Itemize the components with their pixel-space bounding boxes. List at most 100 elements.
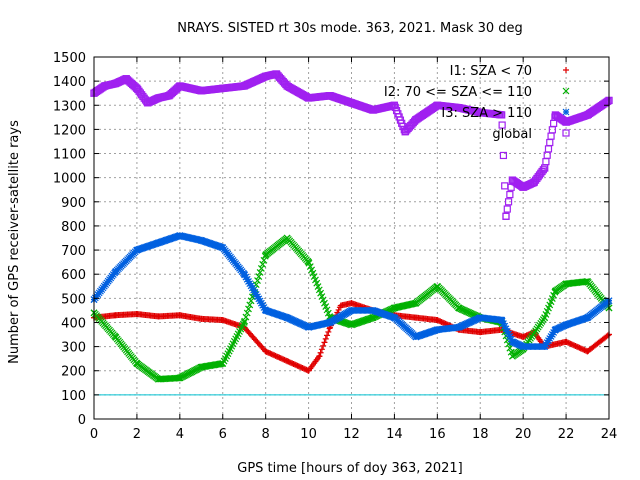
y-tick-label: 1100	[53, 148, 86, 163]
data-point	[133, 311, 140, 318]
series-0-marker	[318, 346, 325, 353]
y-axis-label: Number of GPS receiver-satellite rays	[7, 120, 22, 364]
x-tick-label: 8	[262, 427, 270, 442]
data-point	[176, 374, 184, 382]
data-point	[412, 314, 419, 321]
series-2-marker	[254, 293, 261, 301]
data-point	[502, 212, 510, 220]
series-2-marker	[257, 299, 265, 307]
data-point	[316, 353, 323, 360]
series-layer	[90, 70, 613, 383]
series-2-marker	[252, 291, 260, 298]
x-tick-label: 2	[133, 427, 141, 442]
data-point	[326, 92, 334, 100]
data-point	[476, 314, 484, 322]
series-2-marker	[245, 278, 252, 285]
data-point	[563, 338, 570, 345]
data-point	[541, 164, 549, 172]
x-tick-label: 6	[219, 427, 227, 442]
legend: I1: SZA < 70 I2: 70 <= SZA <= 110 I3: SZA …	[384, 64, 570, 142]
data-point	[390, 304, 398, 312]
data-point	[122, 75, 130, 83]
series-1-marker	[506, 344, 514, 352]
data-point	[154, 239, 162, 247]
data-point	[305, 367, 312, 374]
data-point	[401, 128, 409, 136]
data-point	[262, 72, 270, 80]
x-tick-label: 16	[429, 427, 446, 442]
y-tick-label: 100	[61, 389, 86, 404]
x-tick-label: 18	[472, 427, 489, 442]
data-point	[262, 348, 269, 355]
series-0-marker	[317, 349, 324, 356]
data-point	[508, 176, 517, 184]
data-point	[219, 84, 227, 92]
legend-marker-3	[562, 129, 570, 137]
x-tick-label: 22	[558, 427, 575, 442]
legend-label-1: I2: 70 <= SZA <= 110	[384, 85, 532, 100]
data-point	[155, 313, 162, 320]
data-point	[541, 314, 549, 322]
data-point	[154, 94, 162, 102]
x-axis-label: GPS time [hours of doy 363, 2021]	[237, 461, 462, 476]
data-point	[326, 319, 334, 326]
data-point	[112, 333, 119, 341]
data-point	[176, 232, 184, 240]
data-point	[583, 111, 592, 119]
data-point	[165, 92, 173, 100]
data-point	[240, 319, 248, 326]
data-point	[433, 101, 441, 109]
legend-label-2: I3: SZA > 110	[441, 106, 532, 121]
y-tick-label: 1300	[53, 99, 86, 114]
data-point	[219, 360, 227, 367]
series-3-marker	[506, 190, 514, 199]
legend-marker-2	[562, 108, 570, 116]
data-point	[369, 106, 377, 114]
series-2-marker	[248, 284, 256, 292]
data-point	[519, 343, 527, 351]
data-point	[219, 244, 227, 252]
legend-label-3: global	[492, 127, 532, 142]
data-point	[519, 183, 527, 191]
data-point	[348, 321, 355, 329]
data-point	[455, 304, 463, 312]
series-2-marker	[259, 301, 267, 309]
data-point	[133, 84, 141, 92]
series-3-marker	[544, 145, 553, 153]
series-1-marker	[259, 260, 267, 268]
data-point	[197, 236, 205, 244]
series-1-marker	[260, 256, 268, 264]
data-point	[112, 268, 119, 276]
series-1-marker	[174, 374, 182, 382]
series-0-marker	[604, 332, 611, 339]
y-tick-label: 500	[61, 292, 86, 307]
data-point	[154, 375, 162, 383]
data-point	[101, 82, 109, 90]
data-point	[412, 299, 420, 307]
legend-marker-1	[562, 87, 570, 95]
series-1-marker	[245, 305, 252, 313]
data-point	[144, 99, 152, 107]
series-2-marker	[250, 286, 258, 294]
data-point	[112, 312, 119, 319]
data-point	[551, 111, 559, 119]
series-2-marker	[500, 320, 507, 327]
series-0-marker	[321, 339, 328, 346]
series-3-marker	[504, 198, 513, 206]
x-tick-label: 4	[176, 427, 184, 442]
series-2-marker	[501, 322, 509, 330]
data-point	[133, 246, 141, 254]
data-point	[176, 312, 183, 319]
data-point	[176, 82, 184, 90]
series-1-marker	[246, 301, 254, 309]
series-3	[90, 70, 613, 220]
series-3-marker	[542, 158, 550, 166]
data-point	[509, 352, 516, 360]
data-point	[197, 363, 205, 371]
series-1-marker	[256, 269, 264, 276]
data-point	[433, 282, 441, 290]
series-2-marker	[246, 280, 254, 288]
data-point	[262, 251, 270, 259]
series-1-marker	[247, 297, 255, 305]
series-2-marker	[243, 275, 251, 283]
